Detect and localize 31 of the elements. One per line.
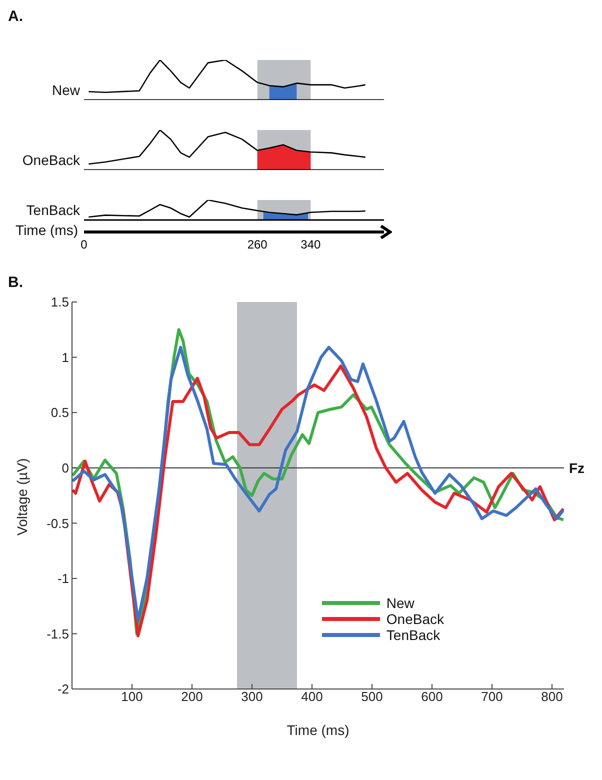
x-tick-label: 600: [421, 689, 443, 704]
x-axis-title: Time (ms): [286, 722, 350, 738]
series-label: OneBack: [22, 152, 80, 168]
x-tick-label: 340: [300, 238, 321, 252]
y-tick-label: 0.5: [50, 405, 69, 420]
chart-title: A.: [8, 8, 24, 27]
series-label: TenBack: [26, 202, 80, 218]
x-axis-title: Time (ms): [16, 222, 78, 238]
x-tick-label: 500: [361, 689, 383, 704]
x-tick-label: 260: [247, 238, 268, 252]
legend-label: TenBack: [386, 627, 440, 643]
y-tick-label: -2: [57, 682, 69, 697]
legend-label: New: [386, 595, 414, 611]
ref-line-label: Fz: [569, 460, 585, 476]
series-label: New: [52, 82, 80, 98]
y-tick-label: 1.5: [50, 294, 69, 310]
x-tick-label: 200: [181, 689, 203, 704]
x-tick-label: 800: [541, 689, 563, 704]
y-tick-label: 0: [62, 460, 69, 476]
y-tick-label: -0.5: [46, 516, 69, 531]
y-tick-label: -1.5: [46, 626, 69, 642]
x-tick-label: 100: [121, 689, 143, 704]
y-axis-title: Voltage (µV): [14, 458, 30, 536]
y-tick-label: 1: [62, 350, 69, 365]
x-tick-label: 0: [80, 238, 88, 252]
x-tick-label: 400: [301, 689, 323, 704]
y-tick-label: -1: [57, 571, 69, 586]
x-tick-label: 700: [481, 689, 503, 704]
chart-title: B.: [8, 274, 24, 293]
legend-label: OneBack: [386, 611, 444, 627]
x-tick-label: 300: [241, 689, 263, 704]
